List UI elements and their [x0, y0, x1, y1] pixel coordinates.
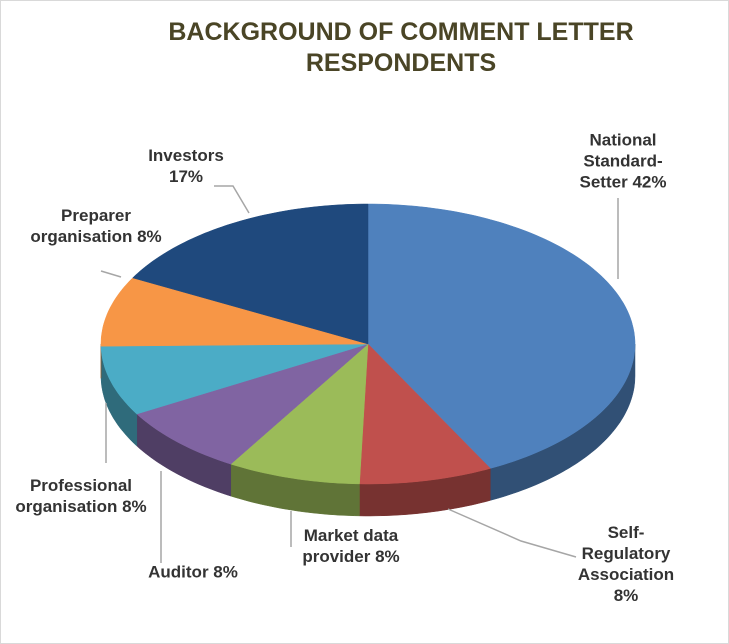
slice	[359, 343, 491, 485]
data-label: Self-Regulatory Association 8%	[566, 522, 686, 606]
value-label: 8%	[213, 562, 238, 582]
value-label: 8%	[122, 497, 147, 516]
value-label: 8%	[137, 227, 162, 246]
category-name: National Standard-Setter	[579, 130, 663, 192]
value-label: 42%	[632, 172, 667, 192]
value-label: 17%	[168, 167, 204, 186]
category-name: Investors	[148, 146, 224, 165]
data-label: Preparer organisation 8%	[26, 205, 166, 247]
slice	[132, 203, 369, 345]
slice	[100, 277, 369, 347]
chart-title: BACKGROUND OF COMMENT LETTER RESPONDENTS	[168, 18, 634, 77]
data-label: Market data provider 8%	[286, 525, 416, 567]
leader-line	[100, 270, 122, 278]
slice	[136, 343, 369, 465]
data-label: Auditor 8%	[128, 562, 258, 583]
slice	[367, 203, 636, 469]
category-name: Preparer organisation	[30, 206, 133, 246]
data-label: National Standard-Setter 42%	[568, 130, 678, 193]
data-label: Professional organisation 8%	[6, 475, 156, 517]
value-label: 8%	[613, 586, 639, 605]
category-name: Professional organisation	[15, 476, 133, 516]
leader-line	[447, 508, 577, 558]
leader-line	[214, 185, 250, 214]
slice	[230, 343, 369, 485]
value-label: 8%	[375, 547, 400, 566]
category-name: Self-Regulatory Association	[577, 523, 675, 584]
category-name: Market data provider	[302, 526, 399, 566]
category-name: Auditor	[148, 562, 209, 582]
slice	[100, 343, 369, 415]
data-label: Investors 17%	[131, 145, 241, 187]
